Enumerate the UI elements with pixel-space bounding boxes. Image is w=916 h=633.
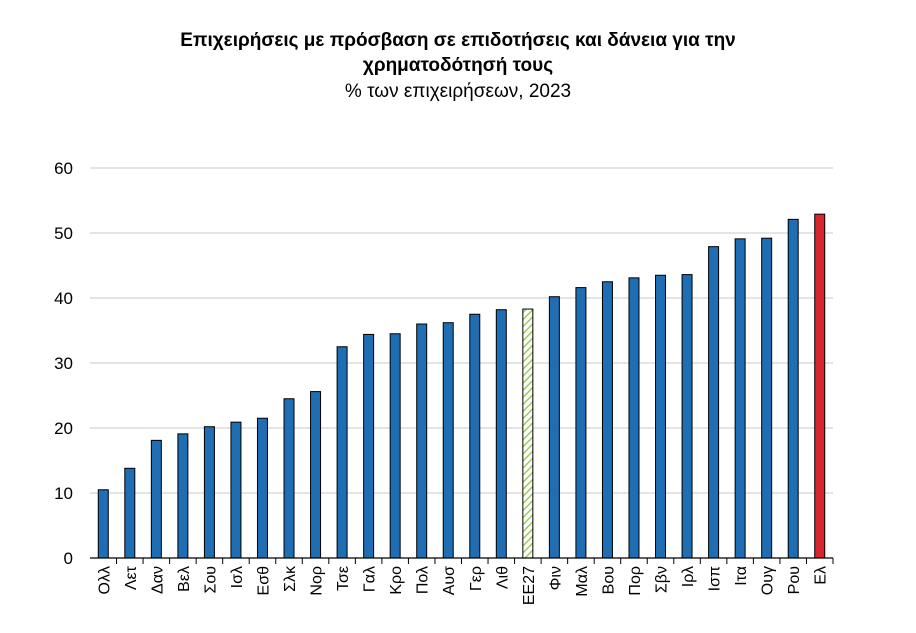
x-tick-label-Σου: Σου <box>202 566 219 594</box>
bar-Βου <box>601 281 613 559</box>
x-tick-label-Γερ: Γερ <box>468 566 485 591</box>
x-tick-label-Ιρλ: Ιρλ <box>680 566 697 587</box>
x-tick-label-Αυσ: Αυσ <box>441 566 458 595</box>
x-tick-label-Τσε: Τσε <box>335 566 352 591</box>
x-tick-label-Μαλ: Μαλ <box>574 566 591 597</box>
x-tick-label-Ισλ: Ισλ <box>229 566 246 588</box>
x-tick-label-Ολλ: Ολλ <box>96 566 113 594</box>
bar-Εσθ <box>256 417 268 559</box>
y-tick-label-10: 10 <box>54 484 73 503</box>
x-tick-label-Κρο: Κρο <box>388 566 405 595</box>
y-tick-labels: 0 10 20 30 40 50 60 <box>54 159 73 568</box>
x-tick-label-Ιτα: Ιτα <box>733 566 750 586</box>
bar-ΕΕ27 <box>522 308 534 559</box>
x-tick-label-Ισπ: Ισπ <box>707 566 724 591</box>
x-tick-label-Σβν: Σβν <box>654 566 671 593</box>
x-tick-label-Φιν: Φιν <box>547 566 564 590</box>
x-tick-label-Λετ: Λετ <box>123 565 140 590</box>
bar-Τσε <box>336 346 348 559</box>
x-tick-label-Λιθ: Λιθ <box>494 566 511 589</box>
bar-Γαλ <box>363 333 375 559</box>
bar-Ισλ <box>230 421 242 559</box>
bar-Φιν <box>548 296 560 559</box>
bar-Γερ <box>469 313 481 559</box>
x-tick-label-Βου: Βου <box>600 566 617 594</box>
x-tick-label-ΕΕ27: ΕΕ27 <box>521 566 538 605</box>
y-tick-label-20: 20 <box>54 419 73 438</box>
bar-Ισπ <box>708 246 720 559</box>
bar-Ιτα <box>734 238 746 559</box>
x-tick-label-Ρου: Ρου <box>786 566 803 594</box>
bar-Ρου <box>787 218 799 559</box>
bar-Ουγ <box>761 237 773 559</box>
chart-subtitle: % των επιχειρήσεων, 2023 <box>344 81 572 102</box>
bar-Δαν <box>150 439 162 559</box>
bar-Νορ <box>310 391 322 559</box>
x-tick-label-Νορ: Νορ <box>309 566 326 596</box>
x-tick-label-Βελ: Βελ <box>176 566 193 592</box>
x-tick-label-Πορ: Πορ <box>627 566 644 596</box>
bar-Αυσ <box>442 322 454 559</box>
bar-Κρο <box>389 333 401 559</box>
x-tick-label-Δαν: Δαν <box>149 566 166 594</box>
bar-Ολλ <box>97 489 109 559</box>
axes <box>90 557 834 564</box>
bar-Ιρλ <box>681 274 693 559</box>
y-tick-label-60: 60 <box>54 159 73 178</box>
x-tick-labels: Ολλ Λετ Δαν Βελ Σου Ισλ Εσθ Σλκ Νορ Τσε Γαλ Κρο Πολ Α… <box>96 565 829 605</box>
x-tick-label-Εσθ: Εσθ <box>255 566 272 596</box>
bar-Μαλ <box>575 287 587 559</box>
y-tick-label-50: 50 <box>54 224 73 243</box>
bar-Σβν <box>655 274 667 559</box>
title-block: Επιχειρήσεις με πρόσβαση σε επιδοτήσεις … <box>0 28 916 104</box>
bar-Πορ <box>628 277 640 559</box>
bar-Λετ <box>124 467 136 559</box>
bar-Πολ <box>416 323 428 559</box>
bar-Λιθ <box>495 309 507 559</box>
x-tick-label-Πολ: Πολ <box>415 566 432 594</box>
y-tick-label-30: 30 <box>54 354 73 373</box>
x-tick-label-Σλκ: Σλκ <box>282 565 299 592</box>
bars <box>97 213 826 559</box>
bar-Βελ <box>177 433 189 559</box>
bar-Σλκ <box>283 398 295 559</box>
y-tick-label-0: 0 <box>64 549 73 568</box>
chart-title: Επιχειρήσεις με πρόσβαση σε επιδοτήσεις … <box>180 30 736 76</box>
x-tick-label-Ελ: Ελ <box>813 566 830 585</box>
bar-Σου <box>203 426 215 559</box>
x-tick-label-Γαλ: Γαλ <box>362 566 379 592</box>
x-tick-label-Ουγ: Ουγ <box>760 566 777 595</box>
grid-lines <box>90 167 833 494</box>
bar-Ελ <box>814 213 826 559</box>
y-tick-label-40: 40 <box>54 289 73 308</box>
